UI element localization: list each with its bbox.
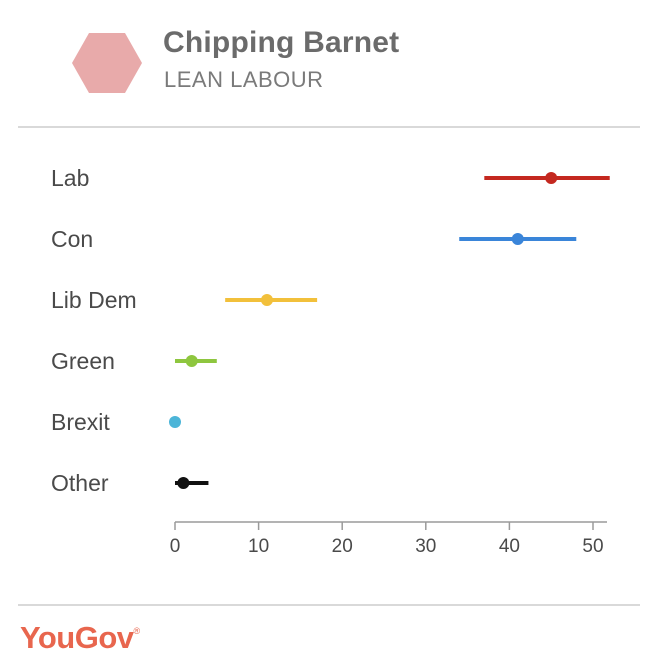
x-tick-label-30: 30 [415,536,436,557]
party-label-con: Con [51,226,93,252]
lean-status: LEAN LABOUR [164,67,324,92]
party-label-lib-dem: Lib Dem [51,287,137,313]
estimate-dot-lib-dem [260,294,273,306]
x-tick-label-20: 20 [332,536,353,557]
x-tick-label-0: 0 [170,536,181,557]
party-label-other: Other [51,470,109,496]
constituency-title: Chipping Barnet [163,26,400,59]
estimate-dot-brexit [169,416,181,428]
vote-share-chart: Lab Con Lib Dem Green Brexit Other 0 10 20 30 40 50 [51,165,610,557]
party-hexagon-icon [72,33,142,93]
party-label-lab: Lab [51,165,89,191]
x-tick-label-10: 10 [248,536,269,557]
estimate-dot-other [177,477,190,489]
x-tick-label-50: 50 [582,536,603,557]
x-tick-label-40: 40 [499,536,520,557]
bottom-divider [18,604,640,606]
estimate-dot-green [185,355,198,367]
yougov-logo: YouGov® [20,620,140,655]
party-label-green: Green [51,348,115,374]
estimate-dot-con [511,233,524,245]
party-label-brexit: Brexit [51,409,110,435]
top-divider [18,126,640,128]
estimate-dot-lab [545,172,558,184]
